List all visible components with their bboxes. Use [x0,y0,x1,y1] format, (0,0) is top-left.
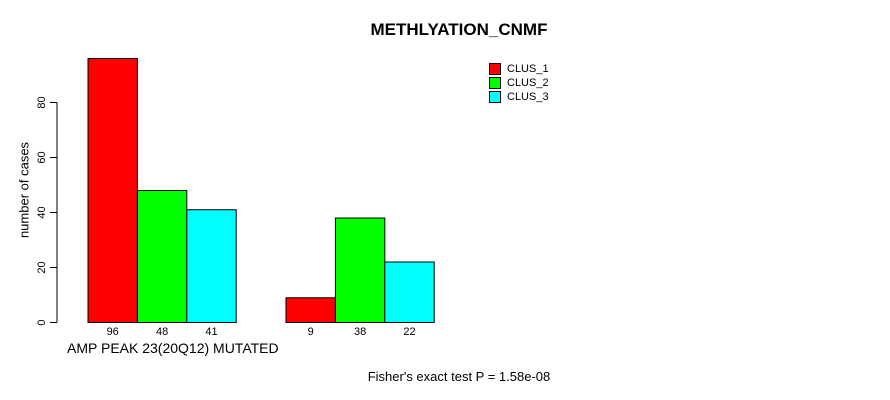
y-tick-label: 60 [36,151,48,163]
chart-title: METHLYATION_CNMF [370,20,548,39]
legend-label: CLUS_3 [507,91,549,103]
bar-clus_2-group2 [334,217,386,323]
legend-swatch-clus_2 [489,77,501,89]
legend-label: CLUS_1 [507,63,549,75]
bar-value-label: 41 [205,326,217,338]
bar-value-label: 96 [107,326,119,338]
bar-clus_2-group1 [136,190,188,323]
y-tick-label: 80 [36,96,48,108]
legend-item-clus_1: CLUS_1 [489,63,549,75]
bar-clus_1-group2 [285,297,336,323]
bar-value-label: 38 [354,326,366,338]
legend-swatch-clus_1 [489,63,501,75]
legend-label: CLUS_2 [507,77,549,89]
bar-clus_1-group1 [87,58,138,323]
bar-value-label: 48 [156,326,168,338]
x-axis-label: AMP PEAK 23(20Q12) MUTATED [67,340,279,356]
bar-clus_3-group1 [186,209,237,323]
legend-item-clus_3: CLUS_3 [489,91,549,103]
bar-value-label: 9 [308,326,314,338]
y-tick-label: 20 [36,261,48,273]
y-tick-label: 0 [36,319,48,325]
bar-clus_3-group2 [384,261,435,323]
y-tick-label: 40 [36,206,48,218]
legend-swatch-clus_3 [489,91,501,103]
legend-item-clus_2: CLUS_2 [489,77,549,89]
legend: CLUS_1 CLUS_2 CLUS_3 [489,63,549,105]
bar-value-label: 22 [403,326,415,338]
stat-annotation: Fisher's exact test P = 1.58e-08 [367,369,551,384]
